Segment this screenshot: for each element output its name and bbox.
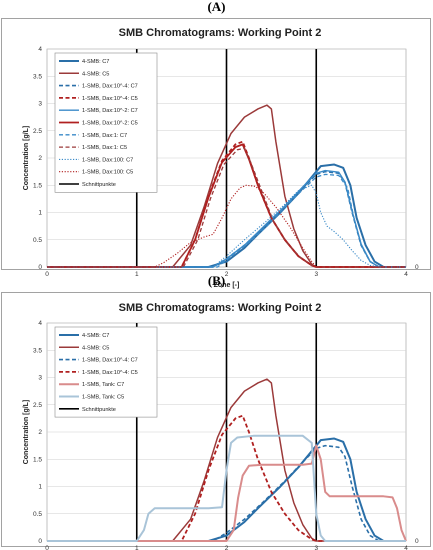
y-tick-label: 0.5: [33, 237, 42, 244]
legend-label: 1-SMB, Dax:10^-4: C5: [82, 96, 138, 102]
legend-label: 1-SMB, Dax:100: C5: [82, 170, 133, 176]
legend-label: 4-SMB: C7: [82, 59, 109, 65]
y-tick-label: 2: [38, 155, 42, 162]
legend-label: 4-SMB: C5: [82, 345, 109, 351]
x-tick-label: 4: [404, 271, 408, 278]
legend-label: 1-SMB, Dax:1: C7: [82, 133, 127, 139]
legend-label: 1-SMB, Dax:10^-4: C7: [82, 358, 138, 364]
y-tick-label: 2.5: [33, 402, 42, 409]
legend-label: Schnittpunkte: [82, 407, 116, 413]
x-tick-label: 2: [225, 545, 229, 550]
y-axis-label: Concentration [g/L]: [23, 126, 30, 191]
legend-label: 4-SMB: C5: [82, 71, 109, 77]
x-tick-label: 3: [314, 271, 318, 278]
legend-label: 1-SMB, Tank: C5: [82, 395, 124, 401]
legend-label: 1-SMB, Dax:100: C7: [82, 157, 133, 163]
x-tick-label: 2: [225, 271, 229, 278]
right-axis-label: 0: [415, 538, 419, 545]
legend-label: 1-SMB, Dax:1: C5: [82, 145, 127, 151]
x-tick-label: 1: [135, 545, 139, 550]
y-tick-label: 1: [38, 210, 42, 217]
chart-panel-0: (A) SMB Chromatograms: Working Point 2 0 0.…: [2, 0, 431, 289]
legend-label: 1-SMB, Dax:10^-4: C7: [82, 84, 138, 90]
legend-label: 1-SMB, Dax:10^-2: C7: [82, 108, 138, 114]
legend-label: 1-SMB, Dax:10^-2: C5: [82, 121, 138, 127]
legend-label: Schnittpunkte: [82, 182, 116, 188]
y-tick-label: 0: [38, 264, 42, 271]
y-axis-label: Concentration [g/L]: [23, 400, 30, 465]
y-tick-label: 4: [38, 320, 42, 327]
x-tick-label: 0: [45, 271, 49, 278]
x-tick-label: 1: [135, 271, 139, 278]
y-tick-label: 0.5: [33, 511, 42, 518]
y-tick-label: 1.5: [33, 456, 42, 463]
x-tick-label: 4: [404, 545, 408, 550]
chart-title: SMB Chromatograms: Working Point 2: [119, 27, 322, 39]
y-tick-label: 3.5: [33, 347, 42, 354]
legend: 4-SMB: C7 4-SMB: C5 1-SMB, Dax:10^-4: C7 1-…: [55, 53, 157, 192]
legend: 4-SMB: C7 4-SMB: C5 1-SMB, Dax:10^-4: C7 1-…: [55, 327, 157, 417]
y-tick-label: 2.5: [33, 128, 42, 135]
y-tick-label: 3: [38, 375, 42, 382]
right-axis-label: 0: [415, 264, 419, 271]
y-tick-label: 1.5: [33, 182, 42, 189]
legend-label: 1-SMB, Dax:10^-4: C5: [82, 370, 138, 376]
chart-panel-1: (B) SMB Chromatograms: Working Point 2 0 0.…: [2, 273, 431, 550]
y-tick-label: 1: [38, 484, 42, 491]
y-tick-label: 0: [38, 538, 42, 545]
y-tick-label: 3: [38, 101, 42, 108]
panel-label: (A): [207, 0, 225, 14]
x-tick-label: 0: [45, 545, 49, 550]
y-tick-label: 3.5: [33, 73, 42, 80]
y-tick-label: 2: [38, 429, 42, 436]
y-tick-label: 4: [38, 46, 42, 53]
legend-label: 1-SMB, Tank: C7: [82, 382, 124, 388]
x-tick-label: 3: [314, 545, 318, 550]
panel-label: (B): [208, 273, 225, 288]
chart-title: SMB Chromatograms: Working Point 2: [119, 302, 322, 314]
legend-label: 4-SMB: C7: [82, 333, 109, 339]
